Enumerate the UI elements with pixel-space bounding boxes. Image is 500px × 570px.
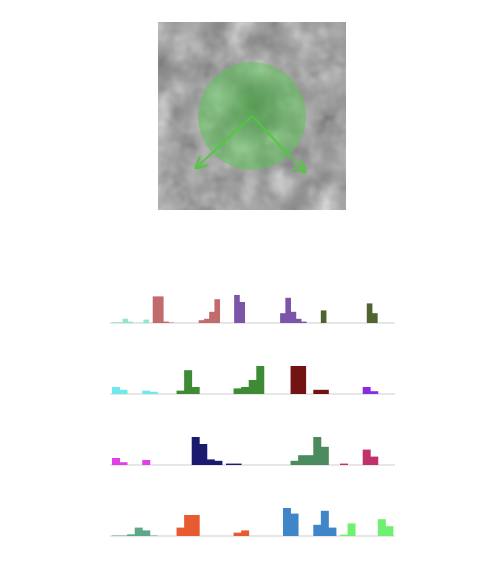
right-down-arrow xyxy=(251,115,305,172)
histogram-bar xyxy=(340,463,348,465)
histogram-bar xyxy=(149,391,158,394)
histogram-bar xyxy=(320,510,329,536)
histogram-bar xyxy=(328,527,337,536)
histogram-bar xyxy=(143,319,150,323)
histogram-bar xyxy=(347,523,356,536)
histogram-bar xyxy=(157,296,164,323)
histogram-bar xyxy=(168,322,175,323)
histogram-bar xyxy=(142,459,151,465)
histogram-bar xyxy=(290,366,299,394)
histogram-row-3 xyxy=(110,437,395,466)
histogram-row-1 xyxy=(110,295,395,324)
histogram-bar xyxy=(377,519,386,536)
histogram-bar xyxy=(283,508,291,536)
patch-image xyxy=(158,22,346,210)
histogram-bar xyxy=(119,389,128,394)
histogram-bar xyxy=(285,297,291,323)
histogram-bar xyxy=(305,455,314,465)
histogram-bar xyxy=(206,459,215,465)
histogram-bar xyxy=(313,437,322,465)
histogram-bar xyxy=(149,535,158,536)
histogram-bar xyxy=(184,370,193,394)
histogram-bar xyxy=(191,515,200,536)
histogram-row-2 xyxy=(110,366,395,395)
histogram-bar xyxy=(370,391,379,394)
histogram-bar xyxy=(214,460,223,465)
histogram-bar xyxy=(340,534,348,536)
histogram-bar xyxy=(233,463,242,465)
histogram-bar xyxy=(298,366,307,394)
histogram-bar xyxy=(134,527,143,536)
histogram-bar xyxy=(112,458,120,465)
histogram-bar xyxy=(298,455,307,465)
left-down-arrow xyxy=(196,115,253,168)
histogram-bar xyxy=(119,535,128,536)
histogram-bar xyxy=(290,513,299,536)
histogram-bar xyxy=(119,462,128,465)
histogram-bar xyxy=(112,535,120,536)
histogram-bar xyxy=(313,524,322,536)
histogram-bar xyxy=(362,387,371,394)
histogram-bar xyxy=(295,318,302,323)
histogram-bar xyxy=(198,320,205,323)
histogram-bar xyxy=(117,322,123,323)
histogram-bar xyxy=(138,322,144,323)
histogram-bar xyxy=(362,449,371,465)
histogram-bar xyxy=(320,446,329,465)
histogram-row-4 xyxy=(110,508,395,537)
histogram-bar xyxy=(127,534,136,536)
histogram-bar xyxy=(152,296,159,323)
histogram-bar xyxy=(280,313,286,323)
histogram-bar xyxy=(239,302,246,323)
histogram-bar xyxy=(290,460,299,465)
histogram-bar xyxy=(112,387,120,394)
histogram-bar xyxy=(241,530,250,536)
histogram-bar xyxy=(176,527,185,536)
histogram-bar xyxy=(233,532,242,536)
histogram-bar xyxy=(127,321,134,323)
histogram-bar xyxy=(122,318,129,323)
histogram-bar xyxy=(163,321,169,323)
histogram-bar xyxy=(234,295,240,323)
histogram-bar xyxy=(176,390,185,394)
histogram-bar xyxy=(290,311,297,323)
histogram-bar xyxy=(320,389,329,394)
histogram-bar xyxy=(385,526,394,536)
histogram-bar xyxy=(203,318,210,323)
histogram-bar xyxy=(142,390,151,394)
histogram-bar xyxy=(372,313,378,323)
histogram-bar xyxy=(233,388,242,394)
histogram-bar xyxy=(112,322,118,323)
histogram-bar xyxy=(256,366,265,394)
histogram-bar xyxy=(191,387,200,394)
histogram-bar xyxy=(301,321,307,323)
histogram-bar xyxy=(142,530,151,536)
histogram-bar xyxy=(370,456,379,465)
histogram-bar xyxy=(191,437,200,465)
histogram-bar xyxy=(209,311,215,323)
histogram-bar xyxy=(184,515,193,536)
histogram-bar xyxy=(199,444,208,465)
histogram-bar xyxy=(214,299,221,323)
histogram-bar xyxy=(226,463,234,465)
histogram-bar xyxy=(248,380,257,394)
histogram-bar xyxy=(366,303,373,323)
histogram-bar xyxy=(320,310,327,323)
histogram-bar xyxy=(313,389,322,394)
histogram-bar xyxy=(241,387,250,394)
histogram-grid xyxy=(110,295,395,537)
